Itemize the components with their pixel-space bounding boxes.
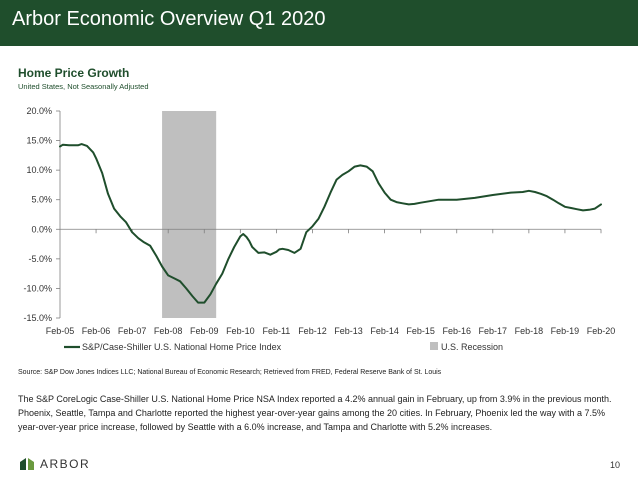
arbor-logo: ARBOR	[20, 457, 90, 471]
x-tick-label: Feb-06	[82, 326, 111, 336]
y-tick-label: -5.0%	[28, 254, 52, 264]
recession-band	[162, 111, 217, 318]
summary-paragraph: The S&P CoreLogic Case-Shiller U.S. Nati…	[18, 394, 612, 432]
x-tick-label: Feb-11	[262, 326, 290, 336]
x-tick-label: Feb-18	[515, 326, 544, 336]
x-tick-label: Feb-20	[587, 326, 616, 336]
legend-label-series: S&P/Case-Shiller U.S. National Home Pric…	[82, 342, 282, 352]
chart-subtitle: United States, Not Seasonally Adjusted	[18, 82, 149, 91]
logo-text: ARBOR	[40, 457, 91, 471]
chart-title: Home Price Growth	[18, 66, 130, 80]
y-tick-label: -15.0%	[23, 313, 52, 323]
x-tick-label: Feb-05	[46, 326, 75, 336]
x-tick-label: Feb-10	[226, 326, 255, 336]
arbor-leaf-icon	[20, 458, 34, 470]
source-note: Source: S&P Dow Jones Indices LLC; Natio…	[18, 369, 442, 376]
series-line	[59, 143, 602, 304]
x-tick-label: Feb-07	[118, 326, 147, 336]
x-tick-label: Feb-16	[442, 326, 471, 336]
page-number: 10	[609, 460, 620, 470]
slide-header: Arbor Economic Overview Q1 2020	[0, 0, 638, 46]
x-tick-label: Feb-09	[190, 326, 219, 336]
y-tick-label: 10.0%	[26, 165, 52, 175]
x-tick-label: Feb-14	[370, 326, 399, 336]
legend-label-recession: U.S. Recession	[441, 342, 503, 352]
y-tick-label: 5.0%	[31, 195, 52, 205]
x-tick-label: Feb-08	[154, 326, 183, 336]
line-chart: 20.0% 15.0% 10.0% 5.0% 0.0% -5.0% -10.0% -15.0%…	[23, 106, 616, 352]
legend-swatch-recession	[430, 342, 438, 350]
y-tick-label: 0.0%	[31, 224, 52, 234]
x-tick-label: Feb-15	[406, 326, 435, 336]
x-tick-label: Feb-12	[298, 326, 327, 336]
y-tick-label: 15.0%	[26, 136, 52, 146]
y-tick-label: 20.0%	[26, 106, 52, 116]
x-tick-label: Feb-17	[479, 326, 508, 336]
x-tick-label: Feb-13	[334, 326, 363, 336]
slide-title: Arbor Economic Overview Q1 2020	[12, 8, 326, 30]
x-tick-label: Feb-19	[551, 326, 580, 336]
y-tick-label: -10.0%	[23, 283, 52, 293]
